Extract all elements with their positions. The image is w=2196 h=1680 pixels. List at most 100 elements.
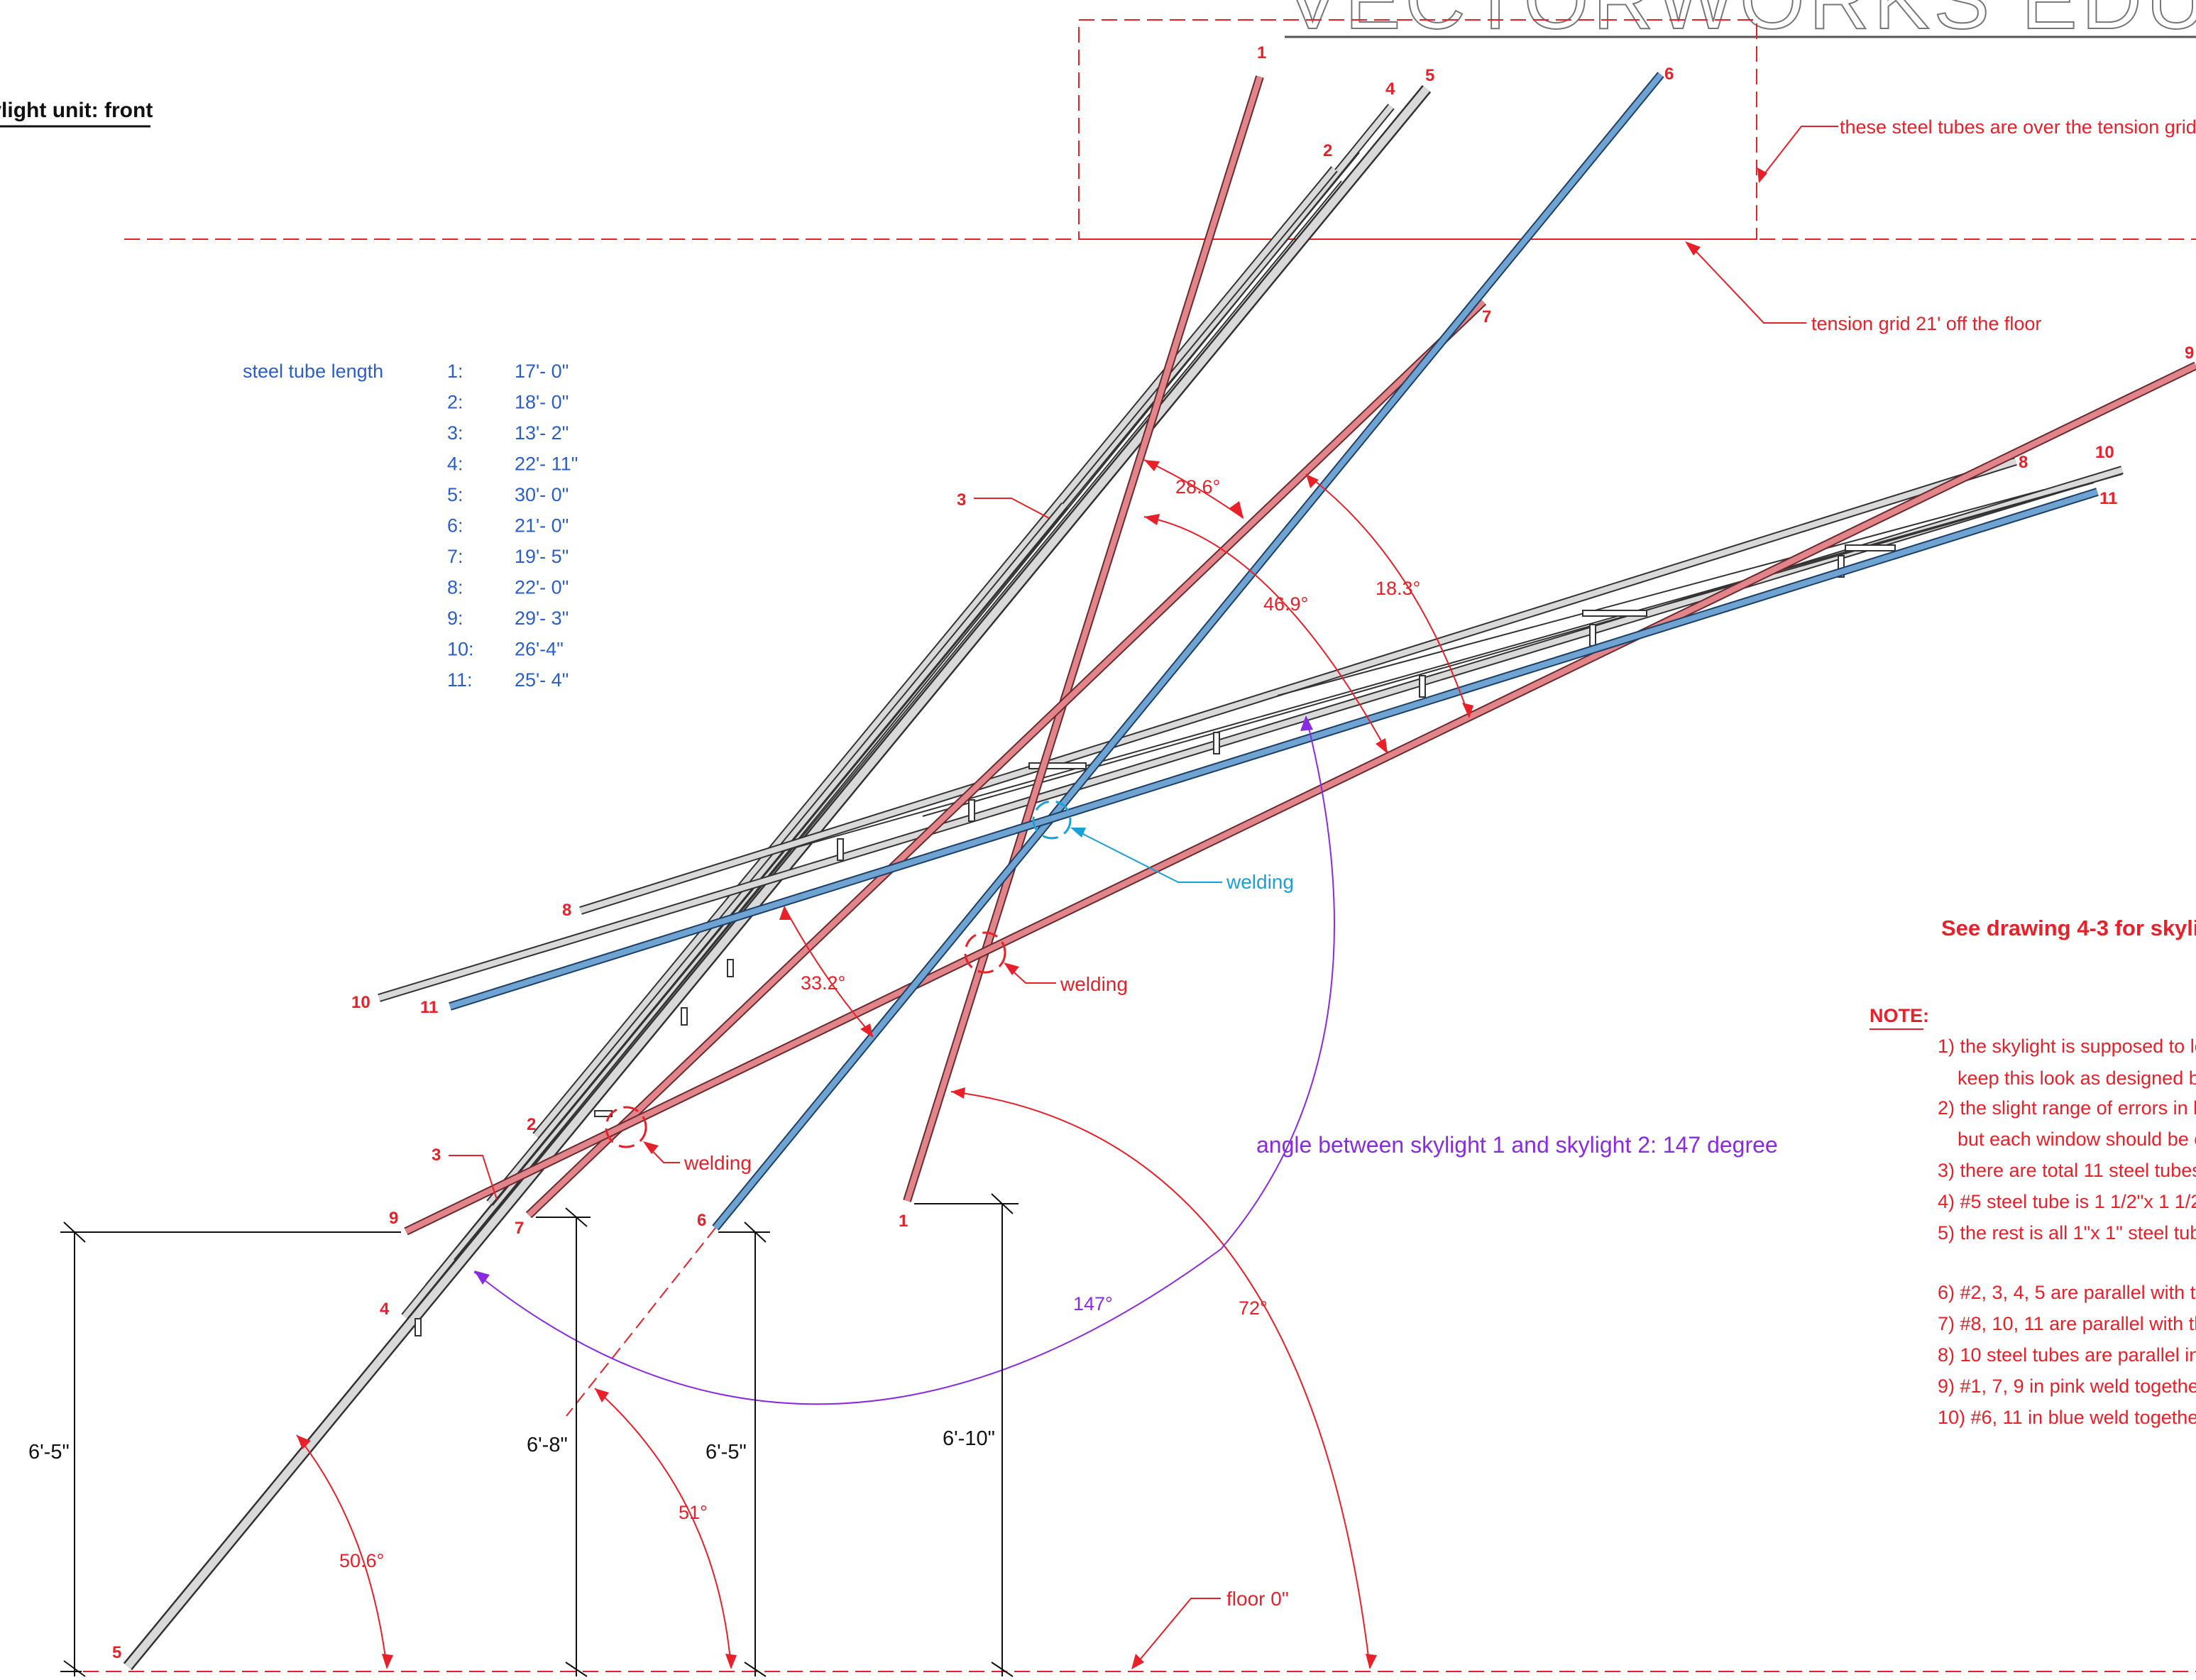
leader-3-top — [974, 498, 1050, 519]
tube-length-value-8: 22'- 0" — [515, 577, 569, 598]
tube-length-num-2: 2: — [447, 392, 463, 413]
steel-tubes — [123, 72, 2196, 1671]
welding-circle-red-mid — [964, 931, 1006, 974]
tube-length-num-3: 3: — [447, 422, 463, 444]
tube-length-value-10: 26'-4" — [515, 639, 564, 660]
welding-circle-red-low — [605, 1106, 647, 1148]
dim-6-5-left: 6'-5" — [28, 1441, 70, 1464]
tube-label-4-top: 4 — [1385, 79, 1395, 99]
tube-length-value-6: 21'- 0" — [515, 515, 569, 537]
angle-between-skylights: angle between skylight 1 and skylight 2:… — [1256, 1132, 1778, 1158]
leader-floor — [1133, 1598, 1221, 1667]
tube-label-5-top: 5 — [1425, 66, 1434, 85]
note-line-7: 5) the rest is all 1"x 1" steel tube — [1938, 1222, 2196, 1243]
sheet-title: skylight unit: front — [0, 99, 153, 122]
tube-label-9-top: 9 — [2185, 344, 2194, 363]
tube6-extension-line — [566, 1227, 716, 1417]
tube-length-value-4: 22'- 11" — [515, 454, 578, 475]
tube-label-6-bottom: 6 — [697, 1211, 706, 1230]
tube-label-7-top: 7 — [1482, 307, 1491, 326]
angle-147: 147° — [1073, 1293, 1113, 1314]
tube-label-1-top: 1 — [1257, 43, 1266, 62]
angle-51: 51° — [679, 1502, 708, 1523]
tube-length-value-5: 30'- 0" — [515, 484, 569, 505]
welding-markers — [605, 800, 1072, 1148]
see-drawing-link[interactable]: See drawing 4-3 for skylight — [1941, 916, 2196, 940]
note-line-9: 7) #8, 10, 11 are parallel with the — [1938, 1313, 2196, 1334]
note-line-5: 3) there are total 11 steel tubes r — [1938, 1160, 2196, 1181]
tube-length-num-1: 1: — [447, 361, 463, 382]
over-grid-frame — [1078, 19, 1757, 240]
angle-labels: 28.6° 46.9° 18.3° 33.2° 147° 72° 51° 50.… — [339, 476, 1420, 1571]
tube-length-table: steel tube length 1: 17'- 0" 2: 18'- 0" 3: 13… — [243, 361, 578, 691]
note-line-10: 8) 10 steel tubes are parallel in s — [1938, 1344, 2196, 1366]
note-line-12: 10) #6, 11 in blue weld together — [1938, 1407, 2196, 1428]
notes-title: NOTE: — [1870, 1005, 1929, 1026]
tube-length-num-9: 9: — [447, 608, 463, 629]
tube-length-value-11: 25'- 4" — [515, 669, 569, 691]
floor-label: floor 0" — [1226, 1588, 1289, 1610]
leader-3-bottom — [449, 1155, 498, 1200]
tube-label-11-left: 11 — [420, 998, 438, 1017]
tube-label-9-bottom: 9 — [389, 1209, 398, 1228]
welding-label-red-mid: welding — [1060, 973, 1128, 995]
note-line-11: 9) #1, 7, 9 in pink weld together — [1938, 1376, 2196, 1397]
angle-33-2: 33.2° — [801, 972, 845, 994]
tube-length-value-1: 17'- 0" — [515, 361, 569, 382]
tube-label-6-top: 6 — [1664, 65, 1674, 84]
angle-72: 72° — [1239, 1297, 1268, 1319]
note-line-3: 2) the slight range of errors in len — [1938, 1097, 2196, 1119]
leader-welding-blue — [1072, 828, 1222, 883]
angle-28-6: 28.6° — [1175, 476, 1220, 498]
tube-label-2-bottom: 2 — [527, 1115, 536, 1134]
tube-length-num-11: 11: — [447, 669, 473, 691]
note-line-1: 1) the skylight is supposed to look — [1938, 1036, 2196, 1057]
tube-length-num-4: 4: — [447, 454, 463, 475]
angle-arrowheads — [297, 460, 1473, 1669]
tube-label-10-right: 10 — [2095, 443, 2114, 462]
tube-labels: 1 4 5 6 2 7 9 3 8 10 11 8 10 11 2 3 9 7 … — [112, 43, 2194, 1662]
welding-circle-blue — [1032, 800, 1072, 840]
tube-length-num-5: 5: — [447, 484, 463, 505]
tube-length-value-9: 29'- 3" — [515, 608, 569, 629]
tube-length-num-8: 8: — [447, 577, 463, 598]
tube-label-10-left: 10 — [351, 993, 370, 1012]
dimension-labels: 6'-5" 6'-8" 6'-5" 6'-10" — [28, 1427, 995, 1464]
notes-list: 1) the skylight is supposed to look keep … — [1938, 1036, 2196, 1428]
note-line-2: keep this look as designed but — [1958, 1067, 2196, 1089]
welding-label-blue: welding — [1226, 871, 1294, 893]
tube-label-7-bottom: 7 — [515, 1219, 524, 1238]
note-line-4: but each window should be co — [1958, 1129, 2196, 1150]
tube-label-8-right: 8 — [2019, 453, 2028, 472]
note-line-8: 6) #2, 3, 4, 5 are parallel with the — [1938, 1282, 2196, 1303]
dim-6-5-mid: 6'-5" — [706, 1441, 747, 1464]
angle-46-9: 46.9° — [1263, 593, 1308, 615]
dim-6-8: 6'-8" — [527, 1434, 568, 1456]
note-over-grid: these steel tubes are over the tension g… — [1840, 116, 2196, 138]
dim-6-10: 6'-10" — [943, 1427, 995, 1450]
tube-length-value-2: 18'- 0" — [515, 392, 569, 413]
tube-length-value-3: 13'- 2" — [515, 422, 569, 444]
angle-18-3: 18.3° — [1376, 578, 1420, 599]
tube-label-3-bottom: 3 — [432, 1146, 441, 1165]
tube-length-num-7: 7: — [447, 546, 463, 567]
tube-length-num-10: 10: — [447, 639, 474, 660]
tube-label-3-top: 3 — [957, 490, 966, 510]
watermark: VECTORWORKS EDUCATIONAL VERSION — [1285, 0, 2196, 47]
tube-length-title: steel tube length — [243, 361, 383, 382]
tube-label-5-bottom: 5 — [112, 1643, 121, 1662]
tube-label-4-bottom: 4 — [380, 1300, 390, 1319]
tube-length-value-7: 19'- 5" — [515, 546, 569, 567]
angle-arcs — [296, 459, 1470, 1669]
tube-length-num-6: 6: — [447, 515, 463, 537]
welding-label-red-low: welding — [683, 1152, 752, 1174]
note-line-6: 4) #5 steel tube is 1 1/2"x 1 1/2" — [1938, 1191, 2196, 1212]
dimension-lines — [60, 1193, 1019, 1677]
leader-tension-grid — [1687, 242, 1806, 324]
angle-50-6: 50.6° — [339, 1550, 384, 1571]
tube-label-11-right: 11 — [2099, 489, 2117, 508]
leader-over-grid — [1758, 126, 1838, 182]
tube-label-2-top: 2 — [1323, 141, 1332, 160]
note-tension-grid: tension grid 21' off the floor — [1811, 313, 2041, 334]
